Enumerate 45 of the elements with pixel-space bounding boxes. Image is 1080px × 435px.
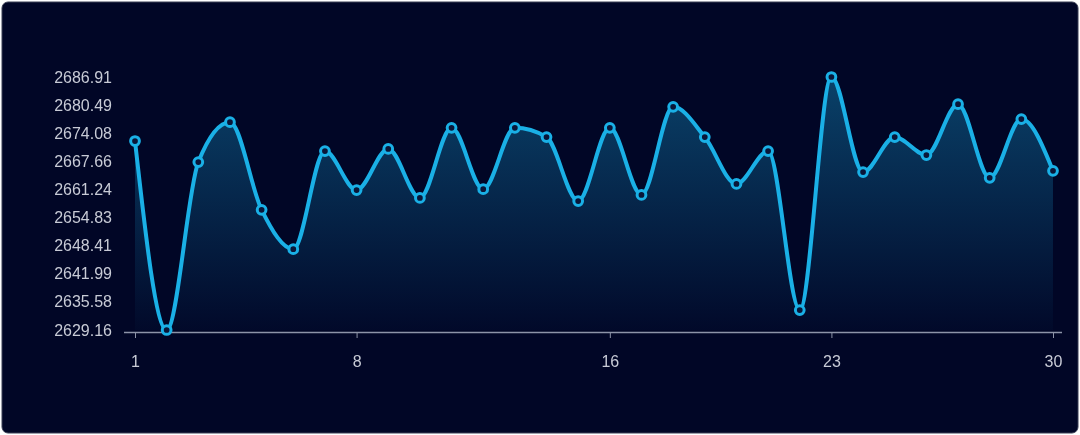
point (730, 178, 743, 190)
point (255, 203, 268, 216)
point (762, 145, 774, 157)
point (698, 131, 711, 143)
point (857, 166, 869, 178)
point (825, 71, 838, 83)
point (508, 122, 521, 134)
point (445, 122, 458, 134)
point (983, 171, 996, 184)
point (635, 189, 648, 201)
point (952, 98, 964, 111)
point (603, 122, 616, 134)
point (287, 243, 300, 256)
point (793, 304, 806, 316)
point (1015, 113, 1028, 125)
point (540, 131, 553, 143)
y-tick-label: 2686.91 (54, 68, 113, 86)
point (160, 324, 173, 336)
y-tick-label: 2629.16 (54, 321, 113, 339)
x-tick-label: 1 (131, 353, 141, 371)
y-tick-label: 2641.99 (54, 265, 113, 283)
point (477, 183, 490, 196)
y-tick-label: 2648.41 (54, 237, 113, 255)
x-tick-label: 30 (1044, 353, 1063, 371)
point (224, 116, 236, 129)
point (129, 135, 141, 147)
point (667, 100, 680, 113)
x-tick-label: 8 (352, 353, 362, 371)
point (572, 195, 585, 207)
point (1047, 164, 1059, 177)
point (888, 131, 901, 143)
y-tick-label: 2661.24 (54, 181, 113, 199)
point (382, 143, 395, 155)
point (414, 192, 426, 204)
x-tick-label: 23 (823, 353, 841, 371)
point (350, 184, 363, 196)
y-tick-label: 2635.58 (54, 293, 113, 311)
y-tick-label: 2674.08 (54, 124, 113, 142)
y-tick-label: 2654.83 (54, 209, 113, 227)
point (920, 149, 933, 161)
y-tick-label: 2680.49 (54, 96, 113, 114)
x-tick-label: 16 (601, 353, 620, 371)
y-tick-label: 2667.66 (54, 152, 113, 170)
point (319, 145, 331, 157)
point (192, 156, 205, 168)
